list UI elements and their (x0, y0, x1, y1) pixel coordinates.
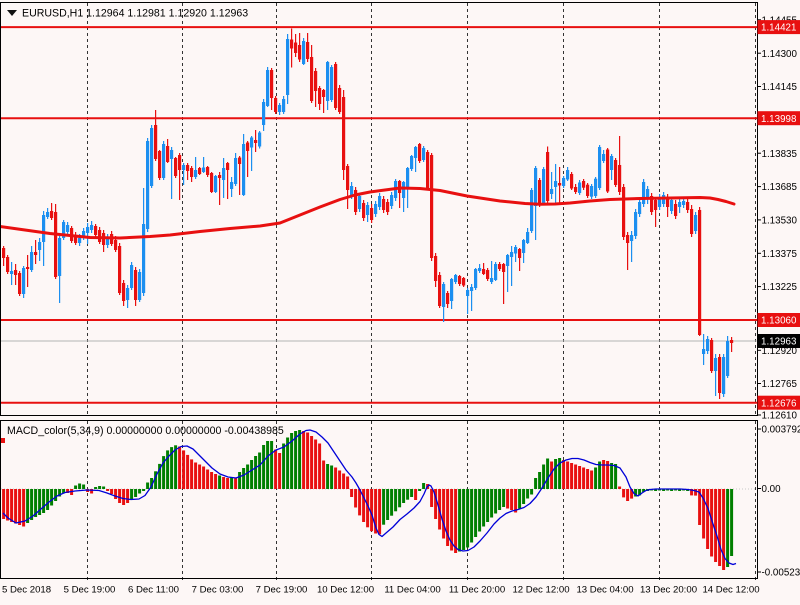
svg-text:11 Dec 20:00: 11 Dec 20:00 (449, 585, 505, 596)
svg-text:0.00: 0.00 (762, 484, 782, 495)
svg-text:1.12963: 1.12963 (761, 337, 797, 348)
svg-text:5 Dec 2018: 5 Dec 2018 (2, 585, 51, 596)
svg-text:1.13375: 1.13375 (762, 249, 798, 260)
svg-text:-0.005231: -0.005231 (762, 568, 800, 579)
svg-text:1.13835: 1.13835 (762, 149, 798, 160)
svg-text:1.13530: 1.13530 (762, 216, 798, 227)
svg-text:1.14300: 1.14300 (762, 49, 798, 60)
svg-text:1.13225: 1.13225 (762, 282, 798, 293)
svg-text:1.14421: 1.14421 (761, 23, 796, 34)
svg-text:13 Dec 04:00: 13 Dec 04:00 (576, 585, 633, 596)
svg-text:7 Dec 19:00: 7 Dec 19:00 (256, 585, 308, 596)
svg-text:1.12765: 1.12765 (762, 379, 798, 390)
svg-text:12 Dec 12:00: 12 Dec 12:00 (512, 585, 569, 596)
svg-text:1.13060: 1.13060 (761, 316, 797, 327)
svg-text:13 Dec 20:00: 13 Dec 20:00 (640, 585, 697, 596)
svg-text:1.12676: 1.12676 (761, 398, 797, 409)
svg-text:7 Dec 03:00: 7 Dec 03:00 (192, 585, 244, 596)
svg-text:5 Dec 19:00: 5 Dec 19:00 (64, 585, 116, 596)
svg-text:11 Dec 04:00: 11 Dec 04:00 (384, 585, 440, 596)
svg-text:1.14145: 1.14145 (762, 82, 798, 93)
svg-text:1.12610: 1.12610 (762, 411, 798, 422)
svg-text:6 Dec 11:00: 6 Dec 11:00 (128, 585, 179, 596)
svg-text:1.13685: 1.13685 (762, 182, 798, 193)
svg-text:10 Dec 12:00: 10 Dec 12:00 (317, 585, 374, 596)
svg-text:1.13998: 1.13998 (761, 114, 797, 125)
svg-text:14 Dec 12:00: 14 Dec 12:00 (702, 585, 759, 596)
svg-text:EURUSD,H1 1.12964 1.12981 1.1: EURUSD,H1 1.12964 1.12981 1.12920 1.1296… (22, 8, 248, 20)
svg-text:0.0037928: 0.0037928 (762, 425, 800, 436)
svg-text:MACD_color(5,34,9) 0.00000000: MACD_color(5,34,9) 0.00000000 0.00000000… (7, 425, 284, 437)
